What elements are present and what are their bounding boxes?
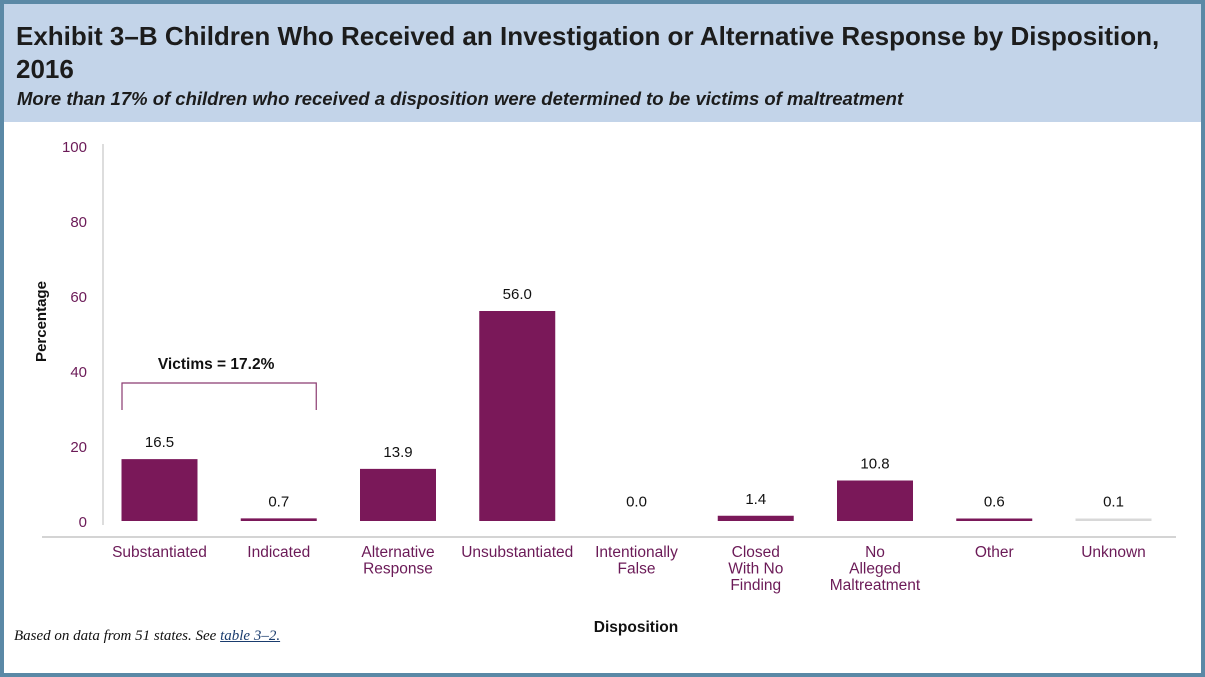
x-tick-label: Unsubstantiated — [461, 544, 573, 561]
data-label: 0.7 — [268, 493, 289, 510]
y-tick-label: 20 — [70, 439, 87, 456]
bar — [1075, 518, 1152, 521]
table-link[interactable]: table 3–2. — [220, 628, 281, 644]
bar — [121, 459, 198, 521]
x-tick-label: Substantiated — [112, 544, 207, 561]
bar — [240, 518, 317, 521]
data-label: 0.1 — [1103, 494, 1124, 511]
y-tick-label: 0 — [79, 514, 87, 531]
bar — [956, 518, 1033, 521]
x-axis-label: Disposition — [594, 619, 678, 636]
bar — [360, 468, 436, 521]
data-label: 10.8 — [860, 456, 889, 473]
y-tick-label: 80 — [70, 214, 87, 231]
data-label: 13.9 — [383, 444, 412, 461]
bar — [837, 480, 913, 521]
data-label: 0.6 — [984, 494, 1005, 511]
y-axis-label: Percentage — [33, 281, 50, 362]
data-label: 1.4 — [745, 491, 766, 508]
chart-title: Exhibit 3–B Children Who Received an Inv… — [16, 21, 1160, 84]
x-tick-label: Indicated — [247, 544, 310, 561]
y-tick-label: 60 — [70, 289, 87, 306]
footnote: Based on data from 51 states. See table … — [14, 628, 280, 645]
x-tick-label: Unknown — [1081, 544, 1146, 561]
x-tick-label: Alternative Response — [361, 544, 434, 578]
x-tick-label: Intentionally False — [595, 544, 678, 578]
exhibit-header: Exhibit 3–B Children Who Received an Inv… — [4, 4, 1201, 122]
y-tick-label: 40 — [70, 364, 87, 381]
data-label: 56.0 — [503, 286, 532, 303]
x-tick-label: Closed With No Finding — [728, 544, 783, 594]
bar-chart: 0 20 40 60 80 100 Percentage 16.5 Substantiated 0… — [33, 139, 1176, 636]
data-label: 16.5 — [145, 434, 174, 451]
x-tick-label: Other — [975, 544, 1014, 561]
bar — [598, 518, 675, 521]
victims-annotation: Victims = 17.2% — [158, 356, 275, 373]
data-label: 0.0 — [626, 494, 647, 511]
x-tick-label: No Alleged Maltreatment — [830, 544, 921, 594]
bar — [717, 515, 794, 521]
bar — [479, 311, 556, 521]
footnote-text: Based on data from 51 states. See — [14, 628, 221, 644]
chart-subtitle: More than 17% of children who received a… — [17, 88, 904, 109]
y-tick-label: 100 — [62, 139, 87, 156]
victims-bracket — [121, 382, 317, 410]
